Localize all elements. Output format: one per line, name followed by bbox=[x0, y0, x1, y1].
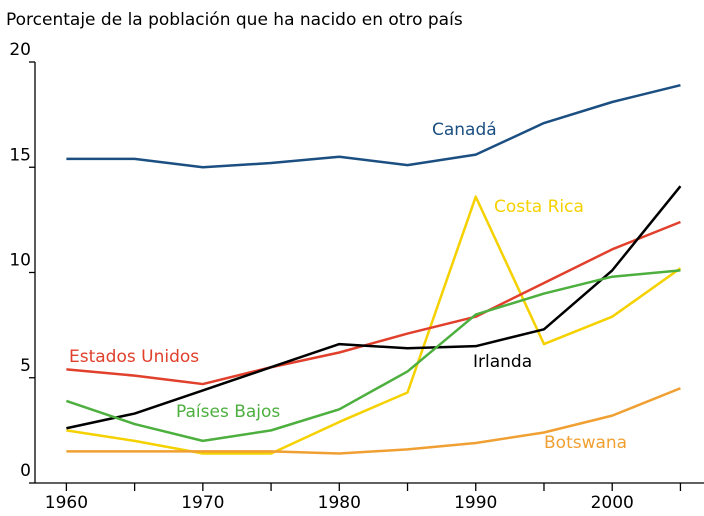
y-tick-label: 10 bbox=[9, 251, 31, 271]
x-tick-label: 2000 bbox=[591, 493, 634, 513]
series-line bbox=[66, 83, 681, 169]
series-label: Canadá bbox=[432, 120, 497, 140]
series-line bbox=[66, 185, 682, 430]
y-tick-label: 5 bbox=[20, 356, 31, 376]
x-tick-label: 1990 bbox=[454, 493, 497, 513]
series-label: Botswana bbox=[544, 433, 627, 453]
series-line bbox=[65, 269, 681, 443]
series-line bbox=[66, 387, 681, 455]
x-tick-label: 1980 bbox=[318, 493, 361, 513]
series-label: Estados Unidos bbox=[69, 347, 199, 367]
chart-title: Porcentaje de la población que ha nacido… bbox=[6, 10, 463, 30]
x-tick-label: 1960 bbox=[45, 493, 88, 513]
series-line bbox=[66, 220, 681, 386]
series-line bbox=[66, 195, 682, 455]
series-label: Países Bajos bbox=[176, 402, 280, 422]
x-tick-label: 1970 bbox=[181, 493, 224, 513]
series-label: Irlanda bbox=[473, 352, 532, 372]
series-label: Costa Rica bbox=[494, 197, 584, 217]
y-tick-label: 0 bbox=[20, 461, 31, 481]
y-tick-label: 15 bbox=[9, 145, 31, 165]
y-tick-label: 20 bbox=[9, 40, 31, 60]
